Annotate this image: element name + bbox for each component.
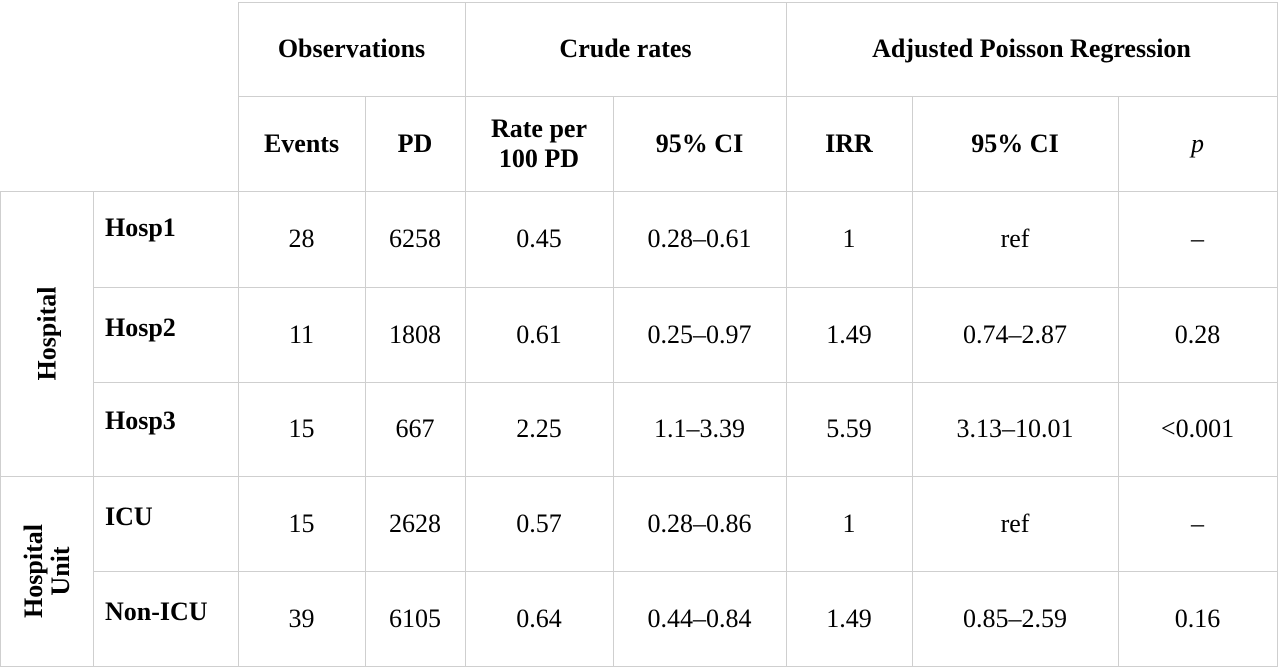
cell-pd: 1808 xyxy=(389,319,441,349)
cell-irr: 5.59 xyxy=(826,414,872,443)
col-header-rate-line2: 100 PD xyxy=(498,143,580,173)
col-header-adj-ci: 95% CI xyxy=(971,128,1059,158)
cell-crude-ci: 1.1–3.39 xyxy=(654,414,745,443)
grid-line xyxy=(93,287,1278,288)
cell-events: 28 xyxy=(288,224,315,253)
col-header-rate-line1: Rate per xyxy=(490,113,587,143)
cell-adj-ci: ref xyxy=(1000,224,1030,253)
header-crude-rates: Crude rates xyxy=(559,34,692,63)
cell-irr: 1.49 xyxy=(826,603,872,633)
grid-line xyxy=(1277,2,1278,667)
grid-line xyxy=(238,2,239,667)
cell-pd: 6258 xyxy=(389,224,441,253)
grid-line xyxy=(786,2,787,667)
cell-p: 0.16 xyxy=(1174,603,1221,633)
cell-crude-ci: 0.28–0.61 xyxy=(647,224,752,253)
row-label: Hosp2 xyxy=(105,313,176,342)
cell-rate: 0.64 xyxy=(516,603,562,633)
cell-adj-ci: 3.13–10.01 xyxy=(956,414,1074,443)
grid-line xyxy=(93,382,1278,383)
cell-pd: 667 xyxy=(395,414,435,443)
col-header-p: p xyxy=(1191,128,1204,158)
col-header-irr: IRR xyxy=(825,128,873,158)
grid-line xyxy=(238,2,1278,3)
cell-crude-ci: 0.44–0.84 xyxy=(647,603,752,633)
grid-line xyxy=(93,191,94,667)
cell-p: – xyxy=(1191,224,1204,253)
header-observations: Observations xyxy=(277,34,426,63)
cell-events: 39 xyxy=(288,603,315,633)
cell-pd: 6105 xyxy=(389,603,441,633)
cell-crude-ci: 0.28–0.86 xyxy=(647,508,752,538)
grid-line xyxy=(912,96,913,667)
col-header-pd: PD xyxy=(397,128,433,158)
group-label-unit-line1: Hospital xyxy=(18,524,48,618)
cell-adj-ci: 0.74–2.87 xyxy=(963,319,1067,349)
grid-line xyxy=(0,191,1,667)
grid-line xyxy=(0,191,1278,192)
cell-irr: 1 xyxy=(842,224,856,253)
col-header-events: Events xyxy=(263,128,340,158)
col-header-crude-ci: 95% CI xyxy=(655,128,744,158)
cell-adj-ci: ref xyxy=(1000,508,1030,538)
grid-line xyxy=(365,96,366,667)
grid-line xyxy=(613,96,614,667)
cell-p: 0.28 xyxy=(1174,319,1221,349)
grid-line xyxy=(465,2,466,667)
row-label: ICU xyxy=(105,502,153,531)
group-label-hospital-unit: Hospital Unit xyxy=(0,476,93,666)
grid-line xyxy=(1118,96,1119,667)
cell-rate: 0.57 xyxy=(516,508,562,538)
cell-irr: 1.49 xyxy=(826,319,872,349)
cell-adj-ci: 0.85–2.59 xyxy=(963,603,1067,633)
group-label-hospital: Hospital xyxy=(32,286,62,381)
cell-rate: 0.61 xyxy=(516,319,562,349)
header-adjusted-poisson: Adjusted Poisson Regression xyxy=(872,34,1191,63)
grid-line xyxy=(238,96,1278,97)
grid-line xyxy=(0,666,1278,667)
cell-events: 15 xyxy=(288,508,315,538)
cell-rate: 2.25 xyxy=(516,414,562,443)
grid-line xyxy=(0,476,1278,477)
cell-p: – xyxy=(1191,508,1204,538)
cell-pd: 2628 xyxy=(389,508,441,538)
cell-crude-ci: 0.25–0.97 xyxy=(647,319,752,349)
grid-line xyxy=(93,571,1278,572)
cell-events: 11 xyxy=(288,319,315,349)
col-header-rate: Rate per 100 PD xyxy=(465,96,613,191)
cell-rate: 0.45 xyxy=(516,224,562,253)
cell-irr: 1 xyxy=(842,508,856,538)
row-label: Non-ICU xyxy=(105,597,208,626)
cell-p: <0.001 xyxy=(1160,414,1235,443)
cell-events: 15 xyxy=(288,414,315,443)
group-label-unit-line2: Unit xyxy=(45,546,75,596)
row-label: Hosp3 xyxy=(105,406,176,435)
row-label: Hosp1 xyxy=(105,213,176,242)
